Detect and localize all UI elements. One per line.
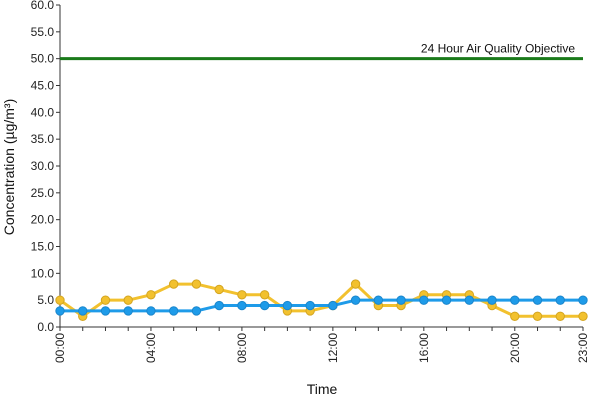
data-point <box>100 306 111 316</box>
data-point <box>282 300 293 311</box>
data-point <box>123 295 133 305</box>
data-point <box>578 295 588 305</box>
data-point <box>305 300 315 311</box>
data-point <box>373 295 384 305</box>
data-point <box>237 300 247 311</box>
x-tick-label: 20:00 <box>508 333 522 363</box>
data-point <box>555 311 565 321</box>
series-layer <box>55 279 588 321</box>
x-tick-label: 04:00 <box>144 333 158 363</box>
y-tick-label: 10.0 <box>31 266 55 280</box>
y-tick-label: 25.0 <box>31 186 55 200</box>
data-point <box>123 306 133 316</box>
x-tick-label: 00:00 <box>53 333 67 363</box>
data-point <box>350 279 361 289</box>
objective-label: 24 Hour Air Quality Objective <box>421 42 575 56</box>
data-point <box>55 295 65 305</box>
y-tick-label: 30.0 <box>31 159 55 173</box>
data-point <box>146 290 156 300</box>
y-tick-label: 50.0 <box>31 52 55 66</box>
data-point <box>259 300 270 311</box>
y-tick-label: 35.0 <box>31 132 55 146</box>
data-point <box>555 295 565 305</box>
y-tick-label: 5.0 <box>37 293 54 307</box>
data-point <box>168 279 179 289</box>
x-tick-label: 23:00 <box>576 333 590 363</box>
y-tick-label: 40.0 <box>31 105 55 119</box>
series-group <box>55 295 588 316</box>
y-tick-label: 45.0 <box>31 79 55 93</box>
data-point <box>350 295 361 305</box>
x-tick-label: 08:00 <box>235 333 249 363</box>
y-tick-label: 55.0 <box>31 25 55 39</box>
y-tick-label: 60.0 <box>31 0 55 12</box>
y-axis-title: Concentration (µg/m³) <box>1 99 17 235</box>
x-tick-label: 16:00 <box>417 333 431 363</box>
data-point <box>396 295 406 305</box>
data-point <box>464 295 475 305</box>
data-point <box>532 311 543 321</box>
data-point <box>100 295 111 305</box>
data-point <box>146 306 156 316</box>
data-point <box>168 306 179 316</box>
data-point <box>237 290 247 300</box>
data-point <box>419 295 429 305</box>
y-tick-label: 0.0 <box>37 320 54 334</box>
y-tick-label: 15.0 <box>31 240 55 254</box>
data-point <box>532 295 543 305</box>
data-point <box>259 290 270 300</box>
objective-line-group: 24 Hour Air Quality Objective <box>60 42 583 61</box>
data-point <box>441 295 452 305</box>
x-axis-title: Time <box>307 381 338 397</box>
y-tick-label: 20.0 <box>31 213 55 227</box>
y-axis: 0.0 5.0 10.0 15.0 20.0 25.0 30.0 35.0 40.0 45.0 50… <box>31 0 61 334</box>
data-point <box>214 300 224 311</box>
data-point <box>510 311 520 321</box>
data-point <box>214 284 224 295</box>
data-point <box>55 306 65 316</box>
data-point <box>78 306 88 316</box>
x-axis: 00:00 04:00 08:00 12:00 16:00 20:00 23:00 <box>53 326 590 363</box>
data-point <box>510 295 520 305</box>
data-point <box>578 311 588 321</box>
data-point <box>487 295 497 305</box>
data-point <box>328 300 338 311</box>
x-tick-label: 12:00 <box>326 333 340 363</box>
data-point <box>191 279 202 289</box>
data-point <box>191 306 202 316</box>
